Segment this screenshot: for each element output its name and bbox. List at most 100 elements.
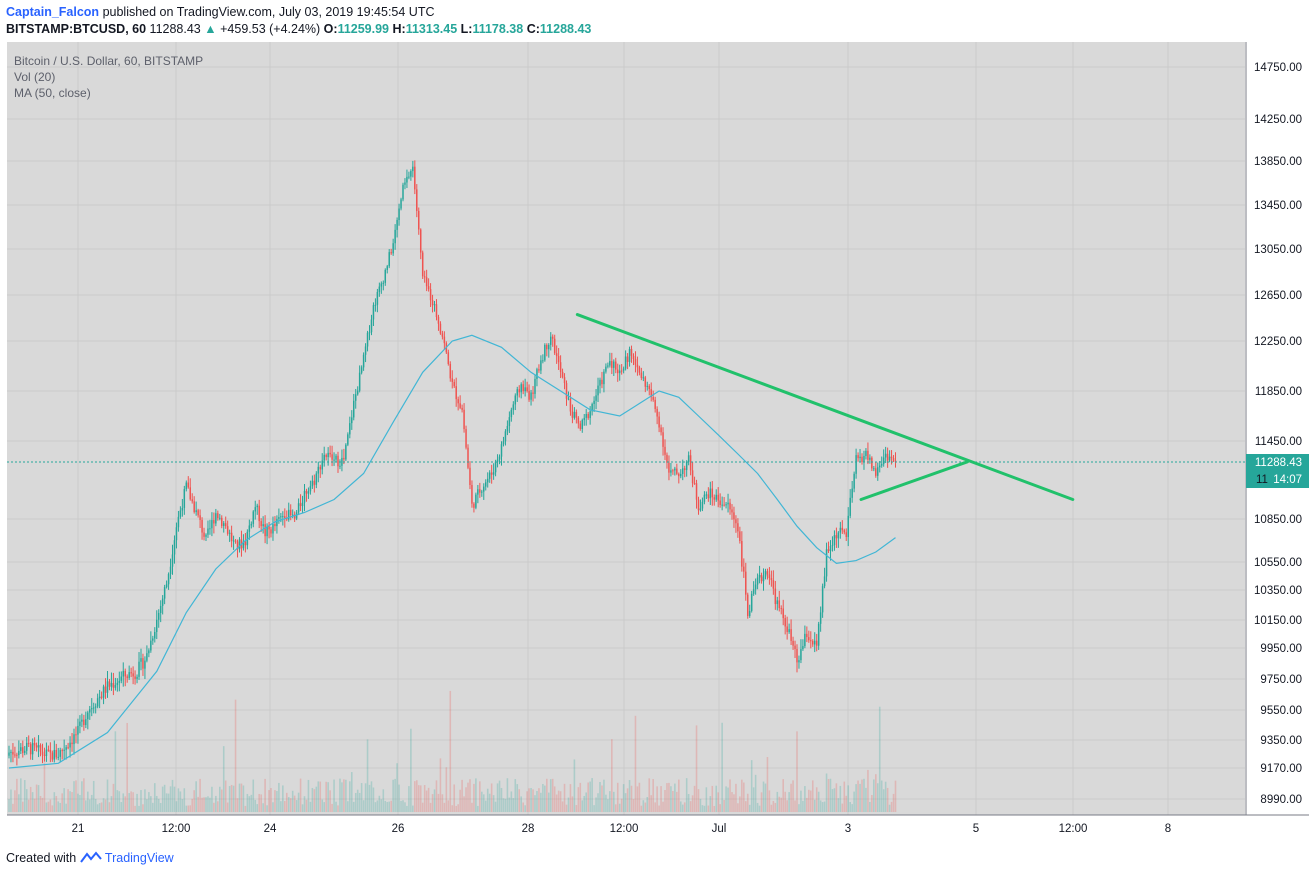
candle-body [825,549,828,577]
volume-bar [213,802,215,812]
candle-body [353,400,355,418]
candle-body [110,683,113,687]
volume-bars [8,690,897,812]
volume-bar [839,785,842,812]
volume-bar [303,796,306,812]
candle-body [865,450,867,456]
candle-body [368,332,371,334]
candle-body [358,372,361,391]
candle-body [731,509,733,513]
candle-body [715,494,717,500]
close-label: C: [526,22,540,36]
candle-body [752,589,755,594]
volume-bar [157,798,160,812]
candle-body [329,452,331,455]
candle-body [762,576,765,582]
trendlines[interactable] [575,313,1075,501]
candle-body [362,354,365,368]
volume-bar [471,802,473,812]
volume-bar [118,791,121,812]
volume-indicator-label[interactable]: Vol (20) [14,70,56,84]
volume-bar [199,778,201,812]
volume-bar [209,797,211,812]
volume-bar [863,778,865,812]
volume-bar [417,785,420,812]
volume-bar [396,763,398,812]
candle-body [776,600,779,605]
tradingview-brand-link[interactable]: TradingView [104,851,174,865]
candle-body [520,384,522,393]
volume-bar [360,783,363,812]
volume-bar [410,728,412,812]
volume-bar [707,805,710,812]
candle-body [727,502,729,505]
volume-bar [242,785,245,812]
volume-bar [782,779,784,812]
volume-bar [92,780,95,812]
volume-bar [250,794,253,812]
candle-body [347,434,349,445]
candle-body [687,455,690,462]
volume-bar [305,799,308,812]
candle-body [372,305,375,320]
volume-bar [67,789,69,812]
candle-body [441,333,444,337]
candle-body [366,332,369,347]
candle-body [156,619,158,633]
volume-bar [461,779,463,812]
candle-body [695,483,698,500]
candle-body [398,208,400,221]
price-axis[interactable]: 14750.00 14250.00 13850.00 13450.00 13050.00… [1254,62,1302,806]
candle-body [815,640,818,646]
candle-body [711,488,714,498]
ma-indicator-label[interactable]: MA (50, close) [14,86,91,100]
candle-body [664,446,666,455]
volume-bar [843,781,846,812]
plot-background [7,42,1245,815]
volume-bar [96,804,99,812]
volume-bar [325,781,327,812]
volume-bar [254,799,257,812]
candle-body [191,499,193,502]
volume-bar [890,801,893,812]
candle-body [183,489,186,508]
candle-body [516,389,519,396]
volume-bar [825,773,828,812]
candle-body [427,286,430,290]
volume-bar [731,792,733,812]
volume-bar [770,804,773,812]
candle-body [873,468,875,470]
candle-body [437,317,440,324]
volume-bar [534,795,536,812]
candle-body [496,459,499,462]
volume-bar [514,779,517,812]
volume-bar [132,792,134,812]
candle-body [494,461,497,473]
volume-bar [780,797,783,812]
volume-bar [126,722,128,812]
volume-bar [150,796,152,812]
candle-body [301,502,304,507]
volume-bar [435,780,438,812]
volume-bar [484,800,487,812]
volume-bar [498,780,501,812]
candle-body [92,707,95,709]
candle-body [254,507,256,512]
candle-body [41,751,44,755]
candle-body [583,417,585,421]
volume-bar [620,798,623,812]
price-tick-label: 14250.00 [1254,114,1302,126]
time-axis[interactable]: 21 12:00 24 26 28 12:00 Jul 3 5 12:00 8 [72,823,1172,835]
author-link[interactable]: Captain_Falcon [6,5,100,19]
candle-body [319,466,322,470]
volume-bar [134,805,136,812]
volume-bar [756,802,759,812]
volume-bar [45,802,48,812]
volume-bar [18,794,20,812]
candle-body [713,497,716,500]
volume-bar [266,805,268,812]
candle-body [163,587,166,599]
published-text: published on TradingView.com, July 03, 2… [102,5,435,19]
volume-bar [374,802,377,812]
